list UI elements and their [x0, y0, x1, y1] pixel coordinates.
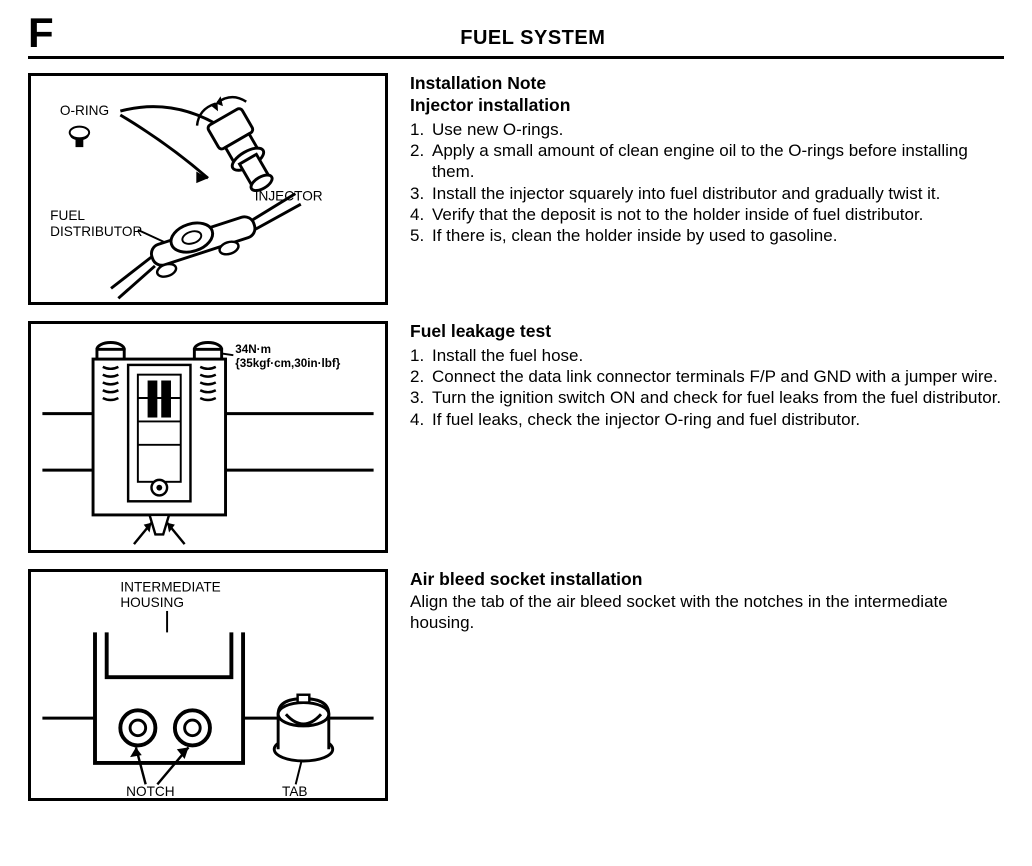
step: 3.Turn the ignition switch ON and check … — [410, 387, 1004, 408]
body-air-bleed: Align the tab of the air bleed socket wi… — [410, 591, 1004, 634]
label-intermediate-1: INTERMEDIATE — [120, 579, 220, 594]
text-injector-installation: Installation Note Injector installation … — [410, 73, 1004, 246]
step: 4.If fuel leaks, check the injector O-ri… — [410, 409, 1004, 430]
subtitle-injector-installation: Injector installation — [410, 95, 1004, 117]
label-fueldist-2: DISTRIBUTOR — [50, 224, 142, 239]
label-torque-2: {35kgf·cm,30in·lbf} — [235, 357, 341, 370]
steps-leakage: 1.Install the fuel hose. 2.Connect the d… — [410, 345, 1004, 430]
section-letter: F — [28, 12, 54, 54]
label-oring: O-RING — [60, 103, 109, 118]
step: 2.Connect the data link connector termin… — [410, 366, 1004, 387]
content: O-RING — [28, 73, 1004, 801]
step: 2.Apply a small amount of clean engine o… — [410, 140, 1004, 183]
step: 1.Install the fuel hose. — [410, 345, 1004, 366]
text-fuel-leakage: Fuel leakage test 1.Install the fuel hos… — [410, 321, 1004, 430]
text-air-bleed: Air bleed socket installation Align the … — [410, 569, 1004, 633]
figure-torque: 34N·m {35kgf·cm,30in·lbf} — [28, 321, 388, 553]
title-installation-note: Installation Note — [410, 73, 1004, 95]
title-fuel-leakage: Fuel leakage test — [410, 321, 1004, 343]
label-fueldist-1: FUEL — [50, 208, 85, 223]
label-torque-1: 34N·m — [235, 343, 271, 356]
label-tab: TAB — [282, 784, 308, 798]
label-intermediate-2: HOUSING — [120, 595, 184, 610]
title-air-bleed: Air bleed socket installation — [410, 569, 1004, 591]
step: 3.Install the injector squarely into fue… — [410, 183, 1004, 204]
step: 1.Use new O-rings. — [410, 119, 1004, 140]
figure-injector: O-RING — [28, 73, 388, 305]
steps-injector: 1.Use new O-rings. 2.Apply a small amoun… — [410, 119, 1004, 247]
page-title: FUEL SYSTEM — [62, 27, 1004, 54]
figure-air-bleed: INTERMEDIATE HOUSING NOTCH — [28, 569, 388, 801]
label-notch: NOTCH — [126, 784, 174, 798]
section-air-bleed: INTERMEDIATE HOUSING NOTCH — [28, 569, 1004, 801]
section-fuel-leakage: 34N·m {35kgf·cm,30in·lbf} — [28, 321, 1004, 553]
section-injector-installation: O-RING — [28, 73, 1004, 305]
step: 4.Verify that the deposit is not to the … — [410, 204, 1004, 225]
step: 5.If there is, clean the holder inside b… — [410, 225, 1004, 246]
page-header: F FUEL SYSTEM — [28, 12, 1004, 59]
